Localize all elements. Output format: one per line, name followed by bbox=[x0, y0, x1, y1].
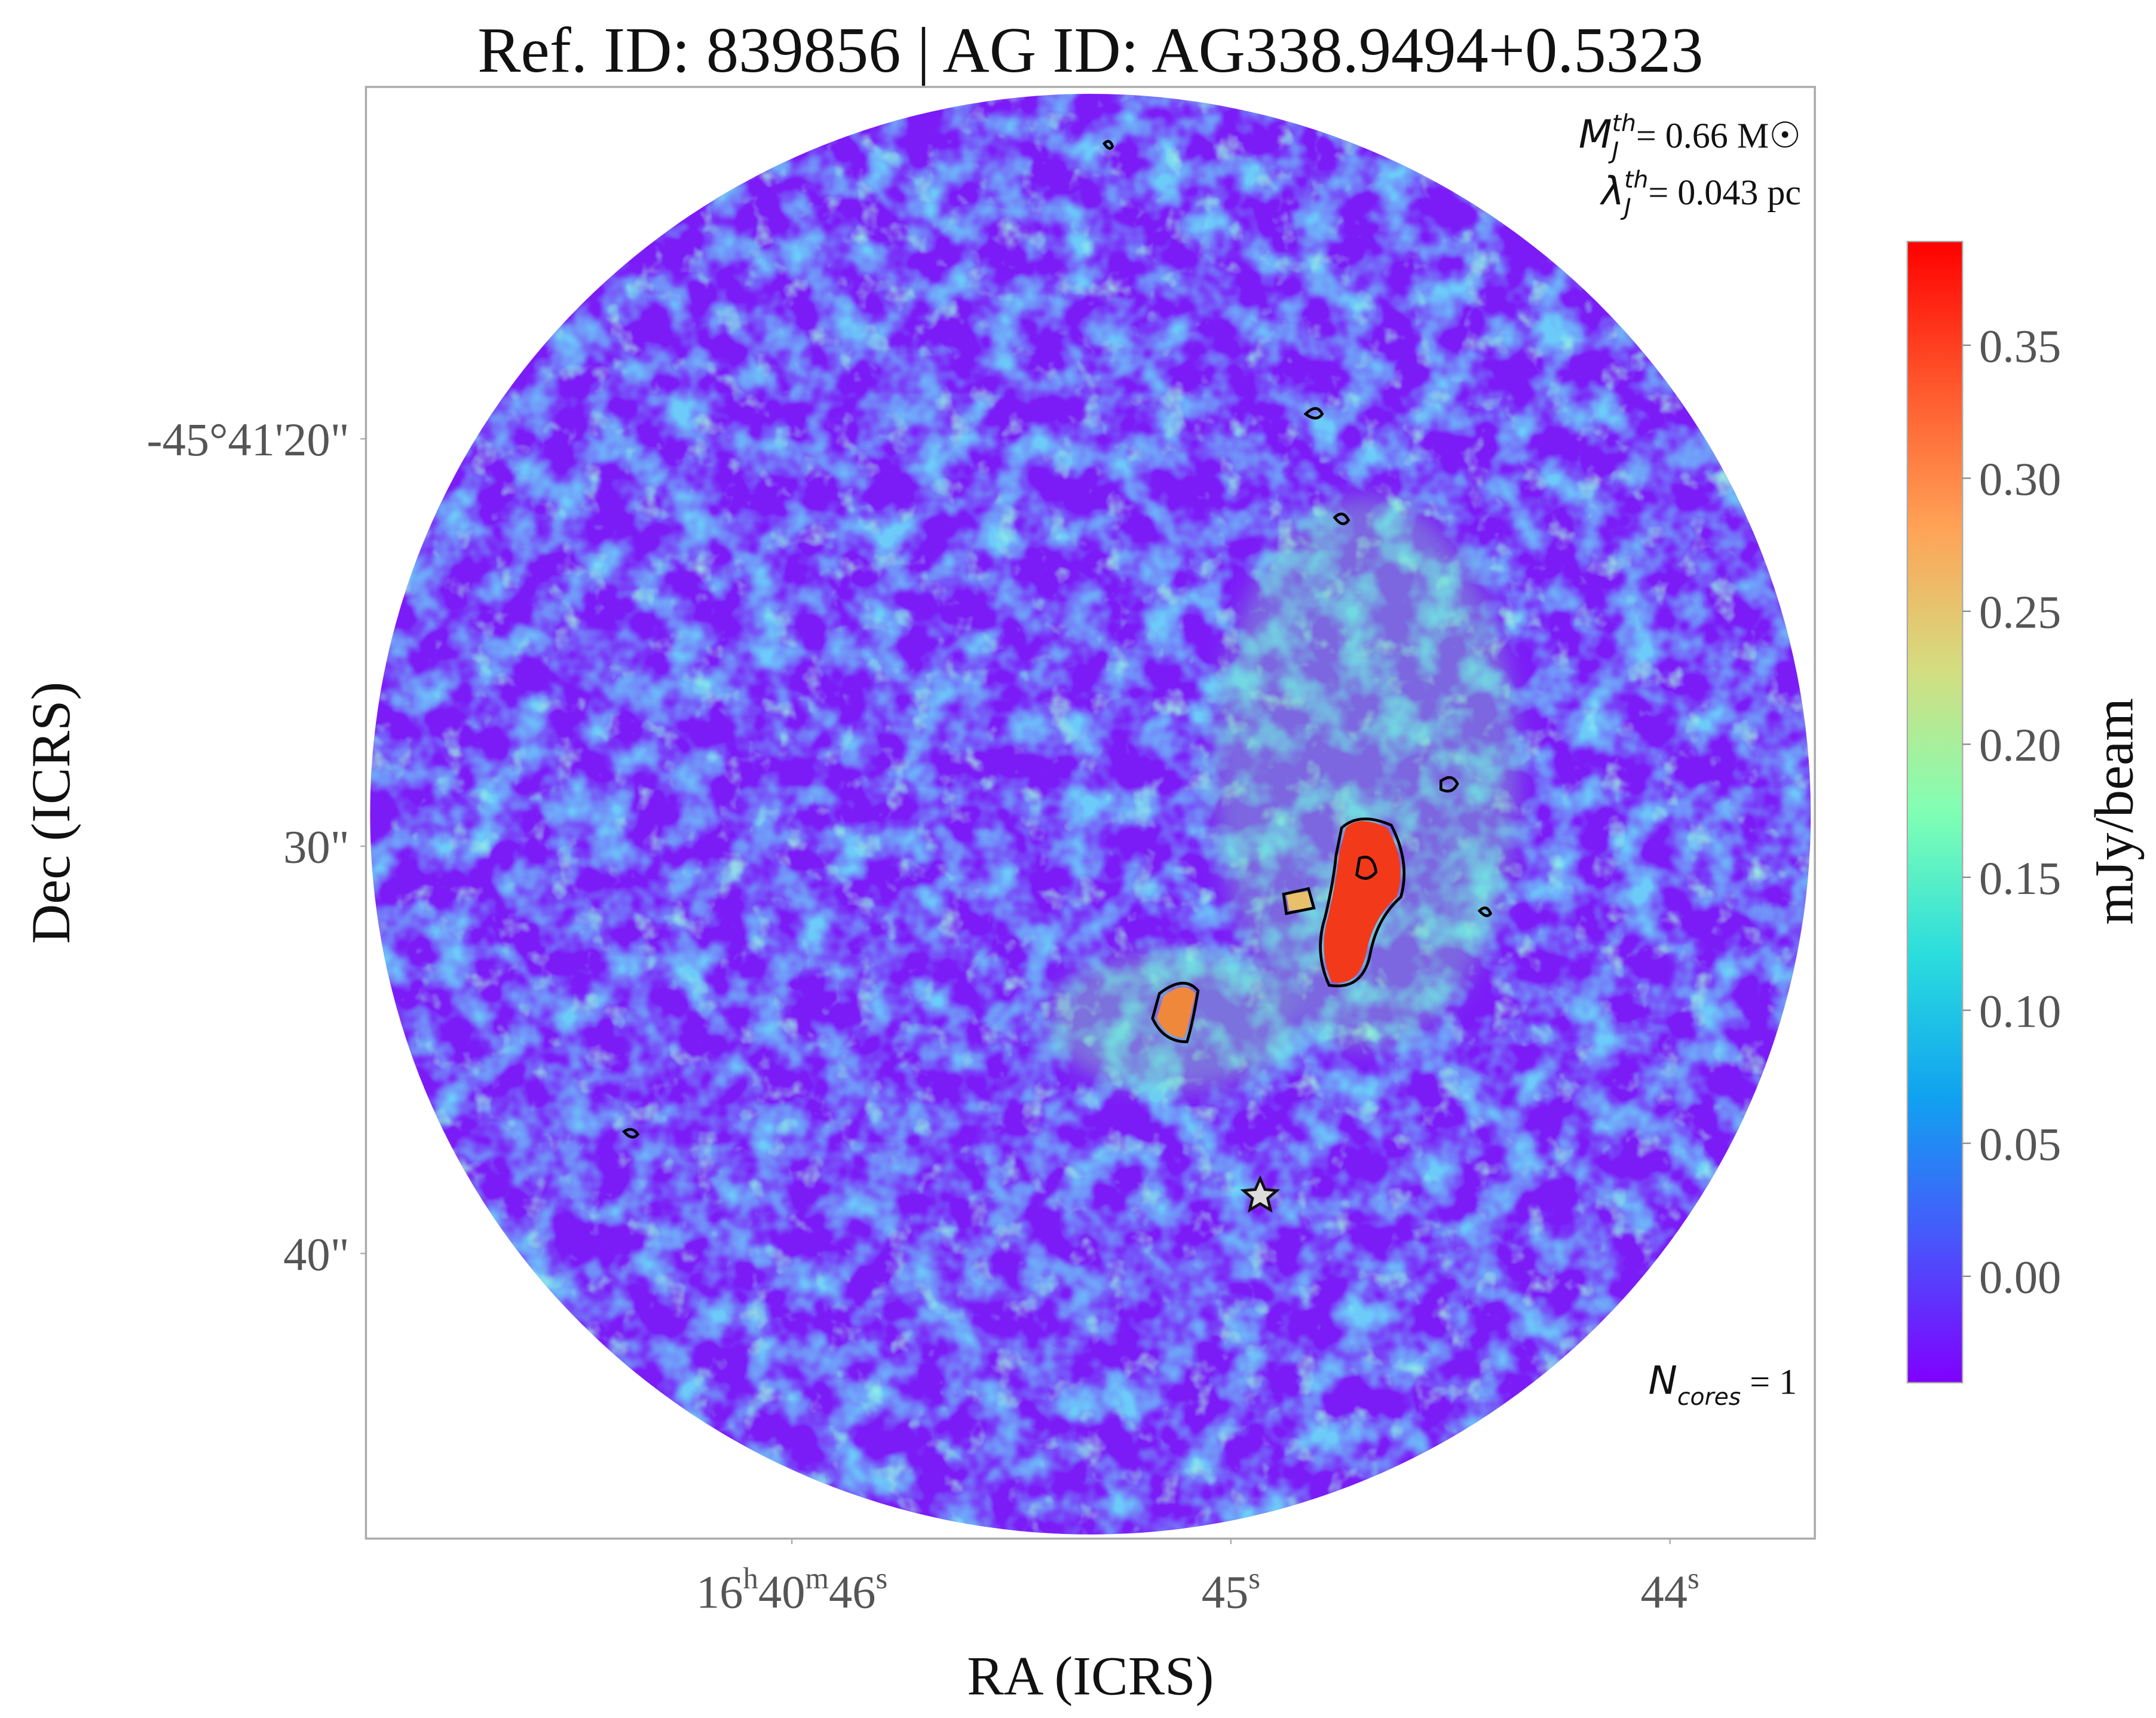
contours bbox=[621, 140, 1493, 1139]
annotation-symbol: N bbox=[1649, 1358, 1677, 1403]
annotation: Ncores = 1 bbox=[1649, 1358, 1797, 1410]
annotation: λth J = 0.043 pc bbox=[1600, 167, 1801, 221]
colorbar-tick-label: 0.10 bbox=[1979, 985, 2061, 1037]
y-tick-label: -45°41'20" bbox=[146, 414, 349, 466]
y-axis-label: Dec (ICRS) bbox=[20, 682, 81, 944]
annotation-symbol: M bbox=[1579, 112, 1612, 157]
annotation-symbol: λ bbox=[1600, 169, 1624, 214]
colorbar-tick-label: 0.05 bbox=[1979, 1118, 2061, 1170]
colorbar-tick-label: 0.25 bbox=[1979, 586, 2061, 638]
x-tick-label: 44s bbox=[1641, 1561, 1699, 1618]
x-tick-label: 45s bbox=[1202, 1561, 1260, 1618]
annotation-sup: th bbox=[1612, 110, 1636, 137]
x-axis-label: RA (ICRS) bbox=[967, 1646, 1214, 1707]
colorbar-label: mJy/beam bbox=[2083, 698, 2144, 925]
colorbar-tick-label: 0.30 bbox=[1979, 453, 2061, 505]
annotation-text: = 0.66 M☉ bbox=[1636, 115, 1801, 155]
annotation-sup: th bbox=[1624, 167, 1648, 194]
x-tick-label: 16h40m46s bbox=[696, 1561, 887, 1618]
colorbar-tick-label: 0.00 bbox=[1979, 1251, 2061, 1303]
intensity-map bbox=[370, 94, 1811, 1535]
y-tick-label: 30" bbox=[283, 821, 350, 873]
chart-title: Ref. ID: 839856 | AG ID: AG338.9494+0.53… bbox=[477, 14, 1703, 86]
annotation-sub: cores bbox=[1677, 1384, 1741, 1411]
colorbar bbox=[1906, 240, 1964, 1384]
colorbar-tick-label: 0.35 bbox=[1979, 320, 2061, 372]
y-tick-label: 40" bbox=[283, 1228, 350, 1280]
star-marker bbox=[1240, 1175, 1281, 1213]
colorbar-tick-label: 0.20 bbox=[1979, 719, 2061, 771]
annotation-text: = 1 bbox=[1741, 1361, 1797, 1401]
colorbar-tick-label: 0.15 bbox=[1979, 852, 2061, 904]
annotation-text: = 0.043 pc bbox=[1648, 172, 1801, 212]
